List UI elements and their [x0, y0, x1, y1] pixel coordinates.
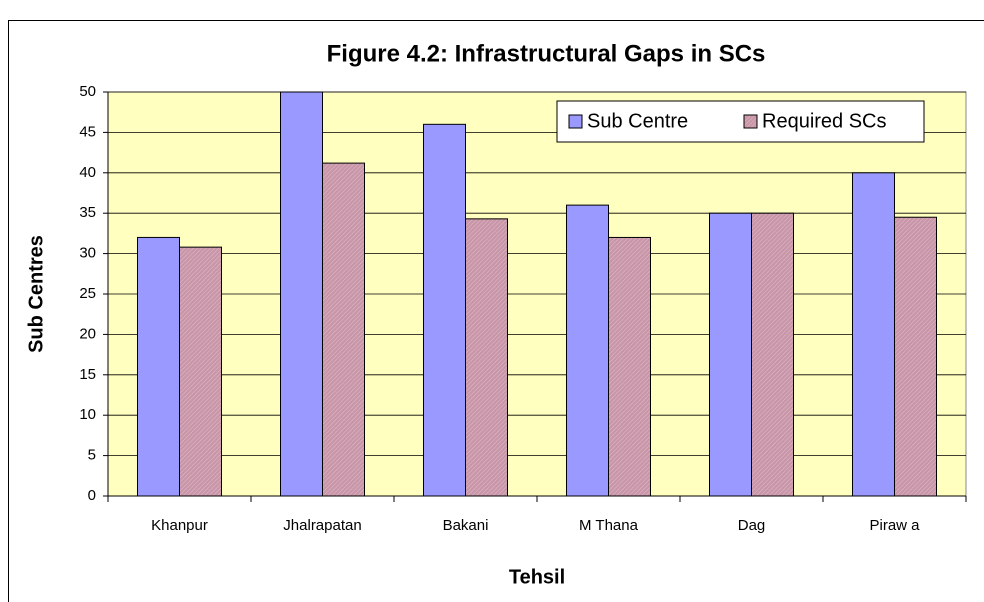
y-tick-label: 45 — [79, 123, 96, 140]
bar — [751, 212, 794, 497]
bar — [852, 172, 895, 497]
y-tick-label: 15 — [79, 366, 96, 383]
bar — [179, 246, 222, 497]
bar — [894, 216, 937, 497]
x-axis-label: Tehsil — [509, 566, 565, 588]
bar — [465, 218, 508, 497]
legend-label: Sub Centre — [587, 110, 688, 132]
bar — [280, 91, 323, 497]
y-tick-label: 0 — [88, 487, 96, 504]
legend-box — [556, 100, 925, 143]
legend-label: Required SCs — [762, 110, 887, 132]
chart-title: Figure 4.2: Infrastructural Gaps in SCs — [327, 40, 766, 67]
bar — [566, 204, 609, 497]
y-tick-label: 10 — [79, 406, 96, 423]
y-tick-label: 25 — [79, 285, 96, 302]
bar — [608, 236, 651, 497]
x-tick-label: Piraw a — [869, 517, 920, 534]
bar — [423, 123, 466, 497]
y-axis-label: Sub Centres — [25, 235, 47, 353]
x-tick-label: Jhalrapatan — [283, 517, 361, 534]
y-tick-label: 20 — [79, 325, 96, 342]
legend-swatch — [743, 114, 758, 129]
bar — [137, 236, 180, 497]
x-tick-label: Bakani — [443, 517, 489, 534]
y-tick-label: 35 — [79, 204, 96, 221]
y-tick-label: 50 — [79, 83, 96, 100]
x-tick-label: Dag — [738, 517, 766, 534]
x-tick-label: M Thana — [579, 517, 639, 534]
bar — [322, 162, 365, 497]
y-tick-label: 30 — [79, 245, 96, 262]
y-tick-label: 5 — [88, 447, 96, 464]
x-tick-label: Khanpur — [151, 517, 208, 534]
bar — [709, 212, 752, 497]
legend-swatch — [568, 114, 583, 129]
y-tick-label: 40 — [79, 164, 96, 181]
